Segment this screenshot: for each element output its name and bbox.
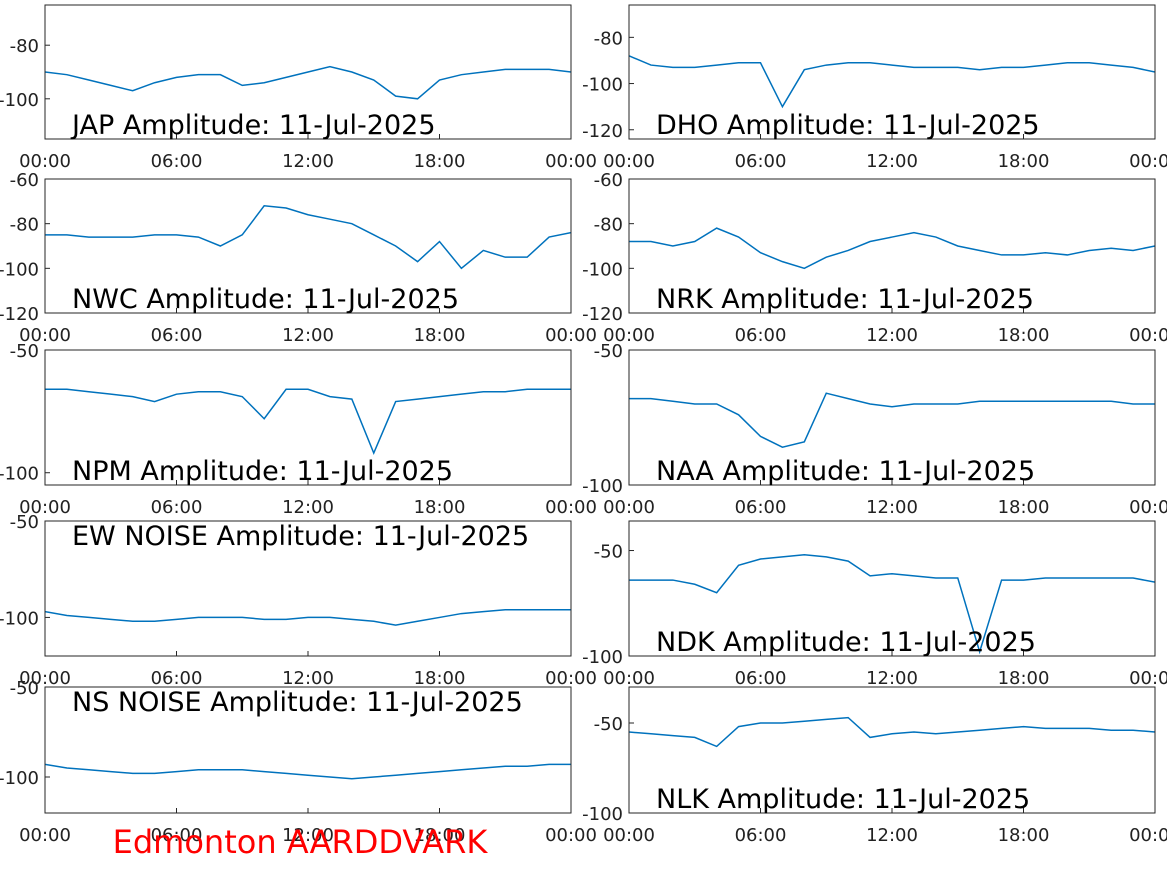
y-tick-label: -50	[10, 678, 39, 699]
x-tick-label: 00:00	[1129, 151, 1167, 172]
x-tick-label: 12:00	[866, 668, 918, 689]
data-line	[629, 227, 1155, 270]
panel-title: DHO Amplitude: 11-Jul-2025	[656, 110, 1040, 141]
y-tick-label: -100	[582, 647, 623, 668]
x-tick-label: 06:00	[151, 825, 203, 846]
y-tick-label: -100	[0, 259, 39, 280]
panel-title: NLK Amplitude: 11-Jul-2025	[656, 784, 1030, 815]
y-tick-label: -50	[594, 542, 623, 563]
x-tick-label: 00:00	[545, 151, 597, 172]
x-tick-label: 06:00	[735, 668, 787, 689]
y-tick-label: -120	[582, 121, 623, 142]
x-tick-label: 00:00	[19, 325, 71, 346]
x-tick-label: 12:00	[282, 668, 334, 689]
y-tick-label: -120	[0, 304, 39, 325]
y-tick-label: -100	[582, 476, 623, 497]
x-tick-label: 00:00	[545, 325, 597, 346]
y-tick-label: -80	[594, 215, 623, 236]
data-line	[45, 763, 571, 780]
x-tick-label: 12:00	[282, 497, 334, 518]
x-tick-label: 18:00	[414, 151, 466, 172]
data-line	[45, 388, 571, 456]
x-tick-label: 06:00	[735, 825, 787, 846]
x-tick-label: 00:00	[603, 325, 655, 346]
x-tick-label: 00:00	[603, 151, 655, 172]
panel-title: NAA Amplitude: 11-Jul-2025	[656, 456, 1035, 487]
y-tick-label: -100	[0, 768, 39, 789]
y-tick-label: -50	[594, 341, 623, 362]
panel-title: NRK Amplitude: 11-Jul-2025	[656, 284, 1034, 315]
panel-title: EW NOISE Amplitude: 11-Jul-2025	[72, 521, 529, 552]
x-tick-label: 18:00	[414, 497, 466, 518]
x-tick-label: 18:00	[998, 497, 1050, 518]
x-tick-label: 18:00	[414, 668, 466, 689]
x-tick-label: 00:00	[19, 825, 71, 846]
y-tick-label: -50	[594, 714, 623, 735]
y-tick-label: -100	[0, 90, 39, 111]
y-tick-label: -100	[0, 464, 39, 485]
x-tick-label: 06:00	[151, 151, 203, 172]
x-tick-label: 12:00	[866, 825, 918, 846]
x-tick-label: 00:00	[1129, 497, 1167, 518]
y-tick-label: -80	[594, 28, 623, 49]
x-tick-label: 00:00	[19, 497, 71, 518]
x-tick-label: 18:00	[998, 668, 1050, 689]
x-tick-label: 06:00	[735, 497, 787, 518]
data-line	[629, 716, 1155, 748]
data-line	[45, 608, 571, 626]
y-tick-label: -120	[582, 304, 623, 325]
x-tick-label: 12:00	[866, 497, 918, 518]
x-tick-label: 12:00	[282, 825, 334, 846]
x-tick-label: 18:00	[414, 825, 466, 846]
y-tick-label: -60	[594, 170, 623, 191]
x-tick-label: 06:00	[735, 151, 787, 172]
data-line	[629, 553, 1155, 655]
data-line	[45, 205, 571, 270]
x-tick-label: 00:00	[545, 668, 597, 689]
x-tick-label: 00:00	[1129, 668, 1167, 689]
y-tick-label: -50	[10, 512, 39, 533]
y-tick-label: -50	[10, 341, 39, 362]
x-tick-label: 00:00	[1129, 825, 1167, 846]
y-tick-label: -100	[582, 75, 623, 96]
panel-title: NPM Amplitude: 11-Jul-2025	[72, 456, 453, 487]
x-tick-label: 00:00	[603, 825, 655, 846]
x-tick-label: 00:00	[603, 668, 655, 689]
panel-title: NDK Amplitude: 11-Jul-2025	[656, 627, 1036, 658]
x-tick-label: 00:00	[603, 497, 655, 518]
x-tick-label: 18:00	[998, 325, 1050, 346]
x-tick-label: 06:00	[151, 497, 203, 518]
x-tick-label: 00:00	[19, 151, 71, 172]
x-tick-label: 12:00	[282, 325, 334, 346]
y-tick-label: -80	[10, 215, 39, 236]
data-line	[629, 55, 1155, 109]
y-tick-label: -60	[10, 170, 39, 191]
x-tick-label: 00:00	[19, 668, 71, 689]
x-tick-label: 12:00	[866, 151, 918, 172]
x-tick-label: 18:00	[414, 325, 466, 346]
x-tick-label: 12:00	[866, 325, 918, 346]
data-line	[45, 65, 571, 100]
x-tick-label: 18:00	[998, 151, 1050, 172]
x-tick-label: 18:00	[998, 825, 1050, 846]
panel-title: JAP Amplitude: 11-Jul-2025	[70, 110, 436, 141]
x-tick-label: 00:00	[545, 497, 597, 518]
figure-caption: Edmonton AARDDVARK	[113, 823, 489, 861]
x-tick-label: 12:00	[282, 151, 334, 172]
y-tick-label: -100	[582, 804, 623, 825]
y-tick-label: -100	[582, 259, 623, 280]
x-tick-label: 06:00	[151, 325, 203, 346]
x-tick-label: 06:00	[735, 325, 787, 346]
x-tick-label: 06:00	[151, 668, 203, 689]
panel-title: NWC Amplitude: 11-Jul-2025	[72, 284, 459, 315]
panel-title: NS NOISE Amplitude: 11-Jul-2025	[72, 687, 523, 718]
y-tick-label: -100	[0, 608, 39, 629]
y-tick-label: -80	[10, 36, 39, 57]
x-tick-label: 00:00	[1129, 325, 1167, 346]
data-line	[629, 392, 1155, 448]
x-tick-label: 00:00	[545, 825, 597, 846]
